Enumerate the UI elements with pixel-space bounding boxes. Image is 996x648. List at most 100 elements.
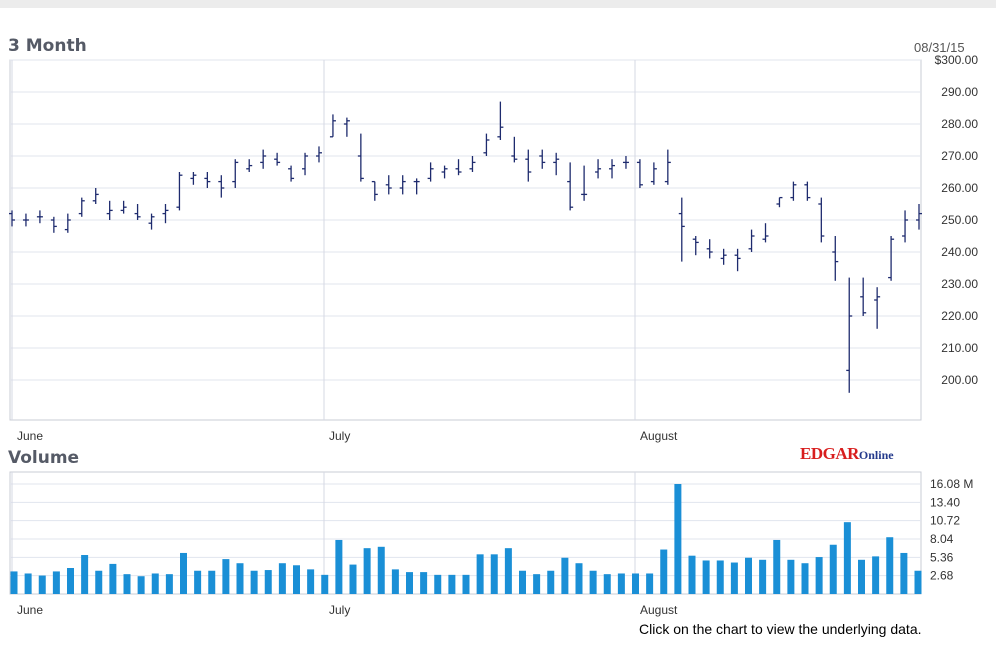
ohlc-bar	[441, 165, 448, 179]
ohlc-bar	[553, 152, 560, 176]
volume-bar	[24, 573, 32, 594]
volume-bar	[547, 570, 555, 594]
volume-bar	[109, 563, 117, 594]
volume-x-label: August	[640, 603, 678, 617]
volume-bar	[702, 560, 710, 594]
ohlc-bar	[902, 210, 909, 243]
volume-bar	[674, 484, 682, 594]
ohlc-bar	[9, 210, 15, 227]
chart-footer-note: Click on the chart to view the underlyin…	[639, 621, 922, 637]
ohlc-bar	[120, 200, 127, 214]
volume-tick-label: 5.36	[930, 550, 954, 564]
price-tick-label: 280.00	[941, 117, 978, 131]
price-chart-title: 3 Month	[8, 36, 87, 56]
ohlc-bar	[706, 239, 713, 259]
ohlc-bar	[790, 181, 797, 201]
ohlc-bar	[134, 204, 141, 220]
ohlc-bar	[916, 204, 922, 230]
volume-bar	[801, 563, 809, 594]
volume-chart-title: Volume	[8, 448, 80, 468]
volume-bar	[858, 559, 865, 594]
ohlc-bar	[511, 136, 518, 163]
volume-bar	[222, 559, 230, 594]
volume-bar	[335, 539, 343, 594]
ohlc-bar	[36, 210, 43, 224]
chart-date: 08/31/15	[914, 40, 965, 55]
volume-bar	[293, 565, 300, 594]
ohlc-bar	[385, 175, 392, 195]
ohlc-bar	[762, 223, 769, 243]
ohlc-bar	[106, 200, 113, 220]
ohlc-bar	[874, 287, 881, 329]
ohlc-bar	[636, 159, 643, 188]
ohlc-bar	[664, 149, 671, 185]
price-tick-label: $300.00	[935, 53, 979, 67]
ohlc-bar	[246, 159, 253, 172]
volume-bar	[561, 557, 569, 594]
price-tick-label: 240.00	[941, 245, 978, 259]
volume-bar	[363, 548, 371, 594]
volume-tick-label: 8.04	[930, 532, 954, 546]
volume-plot-area	[9, 471, 922, 595]
ohlc-bar	[162, 204, 169, 224]
edgar-online-logo: EDGAROnline	[800, 444, 894, 464]
ohlc-bar	[399, 175, 406, 195]
volume-bar	[476, 554, 484, 594]
volume-bar	[321, 574, 329, 594]
price-tick-label: 250.00	[941, 213, 978, 227]
ohlc-bar	[427, 162, 434, 182]
ohlc-bar	[260, 149, 267, 169]
ohlc-bar	[78, 197, 85, 217]
ohlc-bar	[818, 197, 825, 243]
price-tick-label: 220.00	[941, 309, 978, 323]
volume-tick-label: 16.08 M	[930, 477, 973, 491]
price-x-label: August	[640, 429, 678, 443]
price-tick-label: 210.00	[941, 341, 978, 355]
volume-bar	[81, 555, 89, 594]
volume-bar	[194, 570, 202, 594]
volume-bar	[420, 572, 428, 594]
price-tick-label: 260.00	[941, 181, 978, 195]
volume-bar	[208, 570, 216, 594]
volume-bar	[67, 568, 74, 594]
ohlc-bar	[846, 277, 853, 393]
ohlc-bar	[888, 236, 895, 281]
volume-bar	[10, 571, 18, 594]
volume-bar	[716, 560, 724, 594]
ohlc-bar	[581, 165, 588, 201]
volume-x-label: June	[17, 603, 43, 617]
ohlc-bar	[804, 181, 811, 201]
ohlc-bar	[302, 152, 309, 176]
ohlc-bar	[650, 162, 657, 185]
ohlc-bar	[357, 133, 364, 182]
ohlc-bar	[483, 133, 490, 156]
volume-bar	[886, 537, 894, 594]
volume-bar	[377, 546, 385, 594]
volume-bar	[759, 559, 767, 594]
volume-chart[interactable]: 16.08 M 13.40 10.72 8.04 5.36 2.68 June July Aug…	[0, 448, 996, 618]
ohlc-bar	[734, 248, 741, 272]
ohlc-bar	[595, 159, 602, 179]
ohlc-bar	[315, 146, 322, 163]
volume-bar	[900, 552, 908, 594]
price-tick-label: 270.00	[941, 149, 978, 163]
ohlc-bar	[609, 159, 616, 179]
ohlc-bar	[525, 149, 532, 182]
volume-bar	[462, 574, 470, 594]
price-x-label: June	[17, 429, 43, 443]
ohlc-bar	[720, 248, 727, 265]
volume-bar	[151, 573, 159, 594]
volume-bar	[434, 574, 442, 594]
ohlc-bar	[469, 156, 476, 172]
volume-x-label: July	[329, 603, 350, 617]
ohlc-bar	[371, 180, 378, 201]
volume-bar	[688, 555, 696, 594]
ohlc-bar	[748, 229, 755, 252]
volume-bar	[575, 563, 583, 594]
ohlc-bar	[776, 196, 783, 208]
price-chart[interactable]: $300.00 290.00 280.00 270.00 260.00 250.00 240…	[0, 0, 996, 448]
volume-bar	[589, 570, 597, 594]
ohlc-bar	[176, 172, 183, 211]
volume-bar	[533, 574, 541, 594]
volume-bar	[632, 573, 639, 594]
